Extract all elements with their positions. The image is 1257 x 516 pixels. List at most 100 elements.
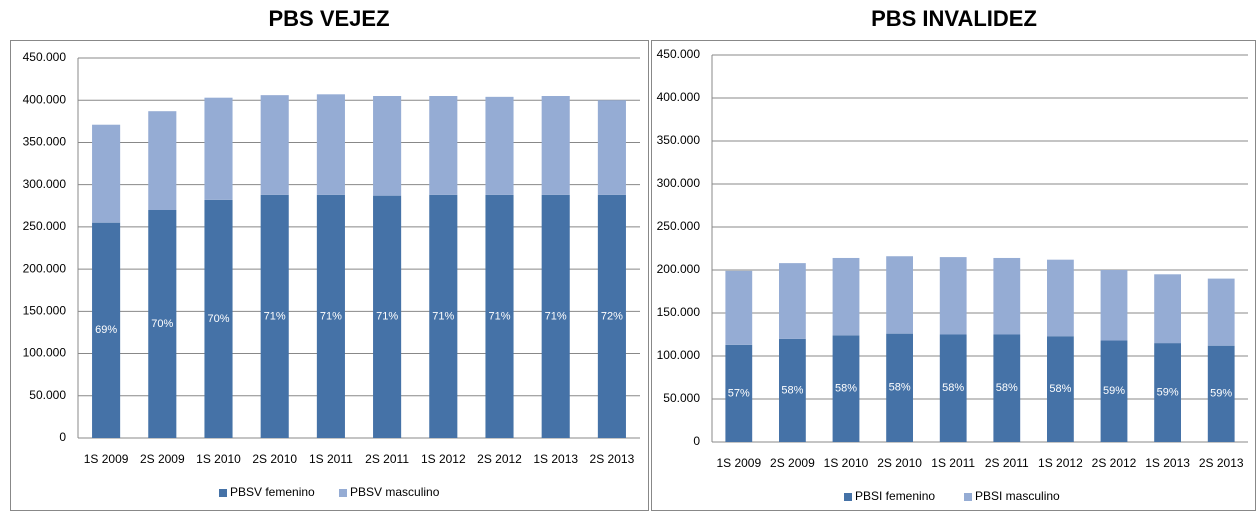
legend-label: PBSI masculino bbox=[975, 489, 1060, 503]
bar-segment bbox=[429, 194, 458, 438]
bar-segment bbox=[993, 334, 1021, 442]
bar-segment bbox=[779, 338, 806, 442]
x-tick-label: 1S 2011 bbox=[309, 452, 353, 466]
x-tick-label: 1S 2013 bbox=[1145, 456, 1190, 470]
y-tick-label: 350.000 bbox=[23, 135, 67, 149]
bar-segment bbox=[204, 199, 233, 438]
bar-segment bbox=[541, 194, 570, 438]
bar-segment bbox=[725, 344, 753, 442]
share-label: 58% bbox=[889, 382, 911, 394]
share-label: 58% bbox=[781, 384, 803, 396]
y-tick-label: 400.000 bbox=[657, 90, 701, 104]
share-label: 59% bbox=[1210, 388, 1232, 400]
x-tick-label: 2S 2010 bbox=[252, 452, 297, 466]
x-tick-label: 2S 2013 bbox=[590, 452, 635, 466]
y-tick-label: 150.000 bbox=[657, 305, 701, 319]
bar-segment bbox=[1207, 278, 1235, 346]
share-label: 59% bbox=[1103, 385, 1125, 397]
bar-segment bbox=[886, 333, 913, 442]
chart-title: PBS INVALIDEZ bbox=[871, 6, 1037, 31]
bar-segment bbox=[429, 96, 458, 195]
y-tick-label: 200.000 bbox=[657, 262, 701, 276]
bar-segment bbox=[148, 111, 177, 210]
x-tick-label: 1S 2011 bbox=[931, 456, 975, 470]
y-tick-label: 50.000 bbox=[663, 391, 700, 405]
y-tick-label: 100.000 bbox=[23, 346, 67, 360]
bar-segment bbox=[1047, 259, 1074, 337]
bar-segment bbox=[597, 100, 626, 195]
bar-segment bbox=[939, 334, 967, 442]
bar-segment bbox=[373, 195, 402, 438]
x-tick-label: 1S 2013 bbox=[533, 452, 578, 466]
bar-segment bbox=[1047, 336, 1074, 442]
share-label: 71% bbox=[264, 310, 286, 322]
bar-segment bbox=[541, 96, 570, 195]
bar-segment bbox=[204, 97, 233, 200]
x-tick-label: 1S 2012 bbox=[1038, 456, 1083, 470]
share-label: 72% bbox=[601, 310, 623, 322]
share-label: 71% bbox=[488, 310, 510, 322]
share-label: 58% bbox=[1049, 383, 1071, 395]
share-label: 58% bbox=[835, 383, 857, 395]
x-tick-label: 2S 2009 bbox=[140, 452, 185, 466]
share-label: 57% bbox=[728, 387, 750, 399]
y-tick-label: 400.000 bbox=[23, 92, 67, 106]
legend-swatch bbox=[339, 489, 347, 497]
bar-segment bbox=[779, 263, 806, 339]
share-label: 71% bbox=[376, 311, 398, 323]
bar-segment bbox=[92, 222, 121, 438]
legend-swatch bbox=[964, 493, 972, 501]
x-tick-label: 2S 2010 bbox=[877, 456, 922, 470]
y-tick-label: 0 bbox=[59, 430, 66, 444]
x-tick-label: 2S 2009 bbox=[770, 456, 815, 470]
bar-segment bbox=[1154, 274, 1181, 344]
legend-swatch bbox=[219, 489, 227, 497]
x-tick-label: 2S 2011 bbox=[365, 452, 409, 466]
y-tick-label: 0 bbox=[693, 434, 700, 448]
bar-segment bbox=[832, 335, 860, 442]
share-label: 58% bbox=[942, 382, 964, 394]
y-tick-label: 450.000 bbox=[23, 50, 67, 64]
y-tick-label: 150.000 bbox=[23, 304, 67, 318]
share-label: 71% bbox=[545, 310, 567, 322]
y-tick-label: 300.000 bbox=[23, 177, 67, 191]
legend-label: PBSV femenino bbox=[230, 485, 315, 499]
y-tick-label: 450.000 bbox=[657, 47, 701, 61]
y-tick-label: 350.000 bbox=[657, 133, 701, 147]
bar-segment bbox=[92, 124, 121, 223]
share-label: 58% bbox=[996, 382, 1018, 394]
legend-swatch bbox=[844, 493, 852, 501]
bar-segment bbox=[725, 270, 753, 345]
bar-segment bbox=[1154, 343, 1181, 442]
legend-label: PBSV masculino bbox=[350, 485, 440, 499]
x-tick-label: 2S 2011 bbox=[985, 456, 1029, 470]
share-label: 70% bbox=[151, 318, 173, 330]
bar-segment bbox=[1207, 345, 1235, 442]
bar-segment bbox=[832, 257, 860, 336]
chart-title: PBS VEJEZ bbox=[268, 6, 389, 31]
bar-segment bbox=[993, 257, 1021, 335]
bar-segment bbox=[485, 194, 514, 438]
y-tick-label: 100.000 bbox=[657, 348, 701, 362]
bar-segment bbox=[373, 96, 402, 196]
x-tick-label: 1S 2012 bbox=[421, 452, 466, 466]
share-label: 71% bbox=[320, 310, 342, 322]
x-tick-label: 2S 2012 bbox=[1092, 456, 1137, 470]
y-tick-label: 200.000 bbox=[23, 261, 67, 275]
y-tick-label: 250.000 bbox=[657, 219, 701, 233]
legend-label: PBSI femenino bbox=[855, 489, 935, 503]
x-tick-label: 1S 2009 bbox=[716, 456, 761, 470]
x-tick-label: 1S 2009 bbox=[84, 452, 129, 466]
bar-segment bbox=[597, 194, 626, 438]
bar-segment bbox=[939, 257, 967, 335]
bar-segment bbox=[485, 96, 514, 195]
bar-segment bbox=[260, 95, 289, 195]
share-label: 70% bbox=[207, 313, 229, 325]
bar-segment bbox=[1100, 340, 1128, 442]
x-tick-label: 1S 2010 bbox=[824, 456, 869, 470]
share-label: 59% bbox=[1157, 386, 1179, 398]
bar-segment bbox=[316, 94, 345, 195]
x-tick-label: 2S 2013 bbox=[1199, 456, 1244, 470]
y-tick-label: 300.000 bbox=[657, 176, 701, 190]
